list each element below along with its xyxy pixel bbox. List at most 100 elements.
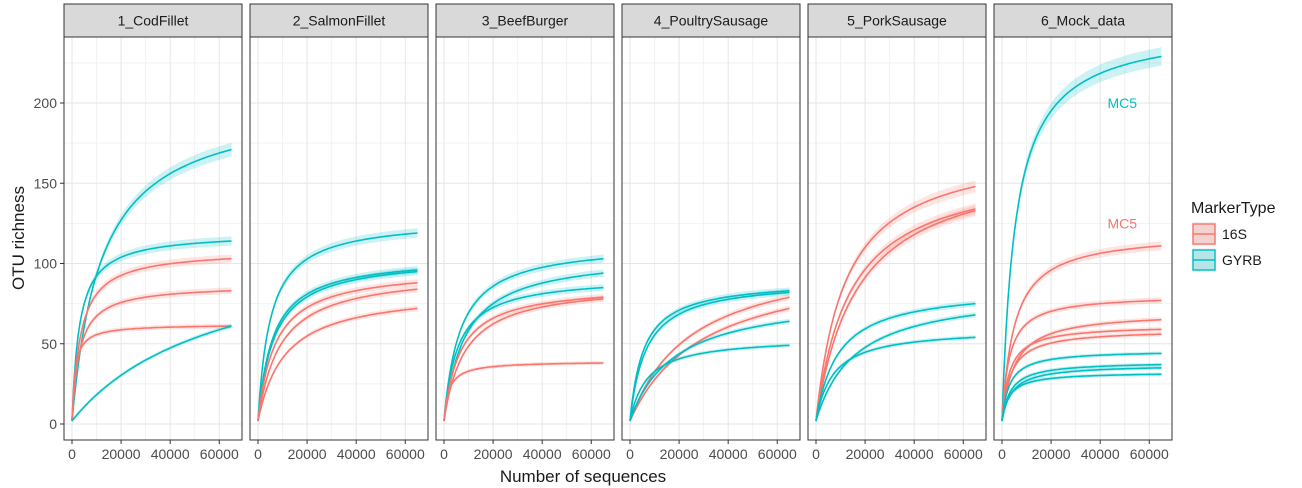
rarefaction-curve-16s (1001, 299, 1162, 421)
facet-title: 6_Mock_data (1041, 13, 1125, 29)
x-tick-label: 20000 (474, 446, 513, 462)
rarefaction-curve-16s (443, 362, 604, 421)
x-tick-label: 0 (440, 446, 448, 462)
facet-panel: 3_BeefBurger 0 20000 40000 60000 (435, 3, 615, 462)
x-tick-label: 60000 (758, 446, 797, 462)
facet-title: 2_SalmonFillet (293, 13, 386, 29)
panel-background (622, 37, 800, 440)
rarefaction-curve-gyrb (629, 320, 790, 422)
y-tick-label: 0 (49, 416, 57, 432)
rarefaction-curve-gyrb (815, 302, 976, 421)
confidence-ribbon (444, 254, 604, 423)
panel-background (250, 37, 428, 440)
facet-strip (249, 3, 429, 38)
panel-border (63, 36, 243, 441)
x-tick-label: 0 (998, 446, 1006, 462)
rarefaction-curve-16s (71, 325, 232, 421)
x-tick-label: 0 (254, 446, 262, 462)
rarefaction-curve-gyrb (629, 344, 790, 421)
facet-panel: 1_CodFillet 0 20000 40000 60000 (63, 3, 243, 462)
rarefaction-curve-gyrb (1001, 363, 1162, 421)
confidence-ribbon (258, 279, 418, 423)
x-tick-label: 0 (626, 446, 634, 462)
rarefaction-curve-gyrb (1001, 373, 1162, 421)
x-tick-label: 0 (812, 446, 820, 462)
y-tick-label: 150 (34, 175, 58, 191)
facet-title: 3_BeefBurger (482, 13, 569, 29)
x-tick-label: 60000 (200, 446, 239, 462)
x-tick-label: 40000 (151, 446, 190, 462)
x-tick-label: 40000 (895, 446, 934, 462)
legend-label: GYRB (1222, 252, 1262, 268)
rarefaction-curve-16s (443, 298, 604, 421)
x-tick-label: 60000 (944, 446, 983, 462)
x-tick-label: 0 (68, 446, 76, 462)
rarefaction-curve-16s (257, 288, 418, 421)
facet-title: 4_PoultrySausage (654, 13, 769, 29)
facet-panel: 6_Mock_data MC5 MC5 0 20000 40000 60000 (993, 3, 1173, 462)
y-tick-label: 200 (34, 95, 58, 111)
sample-label: MC5 (1107, 95, 1137, 111)
panel-border (621, 36, 801, 441)
facet-title: 5_PorkSausage (847, 13, 947, 29)
rarefaction-curve-16s (257, 282, 418, 421)
facet-strip (435, 3, 615, 38)
rarefaction-curve-gyrb (815, 314, 976, 422)
rarefaction-curve-gyrb (71, 325, 232, 422)
rarefaction-curve-16s (1001, 333, 1162, 421)
rarefaction-curve-16s (815, 185, 976, 421)
x-axis-title: Number of sequences (500, 467, 666, 486)
rarefaction-curve-gyrb (443, 286, 604, 421)
y-tick-label: 100 (34, 256, 58, 272)
confidence-ribbon (816, 312, 976, 423)
panel-border (435, 36, 615, 441)
rarefaction-curve-gyrb (443, 272, 604, 421)
rarefaction-curve-16s (815, 209, 976, 421)
x-tick-label: 40000 (523, 446, 562, 462)
x-tick-label: 40000 (1081, 446, 1120, 462)
confidence-ribbon (630, 289, 790, 423)
x-tick-label: 20000 (288, 446, 327, 462)
x-tick-label: 60000 (1130, 446, 1169, 462)
legend-label: 16S (1222, 226, 1247, 242)
legend: MarkerType 16S GYRB (1191, 200, 1276, 272)
y-axis-title: OTU richness (9, 186, 28, 290)
x-tick-label: 20000 (102, 446, 141, 462)
rarefaction-curve-gyrb (629, 290, 790, 421)
rarefaction-curve-16s (629, 307, 790, 422)
sample-label: MC5 (1107, 215, 1137, 231)
x-tick-label: 20000 (660, 446, 699, 462)
panel-border (993, 36, 1173, 441)
rarefaction-curve-gyrb (1001, 352, 1162, 421)
rarefaction-curve-gyrb (443, 257, 604, 421)
x-tick-label: 20000 (846, 446, 885, 462)
confidence-ribbon (444, 294, 604, 423)
confidence-ribbon (258, 267, 418, 423)
panel-background (64, 37, 242, 440)
rarefaction-curve-gyrb (71, 240, 232, 421)
panel-border (249, 36, 429, 441)
x-tick-label: 60000 (386, 446, 425, 462)
x-tick-label: 20000 (1032, 446, 1071, 462)
x-tick-label: 40000 (337, 446, 376, 462)
panel-background (436, 37, 614, 440)
rarefaction-curve-gyrb (71, 148, 232, 421)
y-tick-label: 50 (41, 336, 57, 352)
x-tick-label: 60000 (572, 446, 611, 462)
x-tick-label: 40000 (709, 446, 748, 462)
rarefaction-curve-gyrb (257, 270, 418, 421)
rarefaction-curve-gyrb (257, 269, 418, 421)
rarefaction-curve-16s (71, 290, 232, 421)
rarefaction-curve-gyrb (629, 291, 790, 421)
facet-title: 1_CodFillet (118, 13, 189, 29)
facet-panel: 2_SalmonFillet 0 20000 40000 60000 (249, 3, 429, 462)
rarefaction-curve-16s (71, 257, 232, 421)
facet-strip (993, 3, 1173, 38)
rarefaction-curve-16s (1001, 245, 1162, 421)
panel-border (807, 36, 987, 441)
rarefaction-curve-gyrb (257, 232, 418, 421)
facet-strip (63, 3, 243, 38)
rarefaction-curve-16s (443, 296, 604, 421)
legend-title: MarkerType (1191, 200, 1276, 217)
